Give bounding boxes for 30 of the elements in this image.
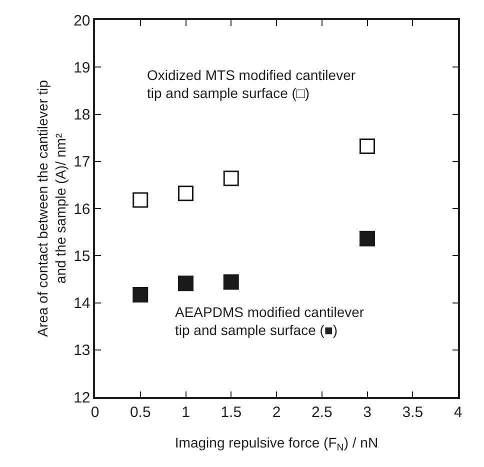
x-tick-label: 4 xyxy=(454,404,462,421)
x-tick-label: 3.5 xyxy=(402,404,424,421)
point xyxy=(178,186,194,202)
y-tick-label: 15 xyxy=(74,248,90,265)
point xyxy=(132,192,148,208)
x-tick-label: 0 xyxy=(90,404,100,421)
point xyxy=(223,274,239,290)
x-tick-label: 3 xyxy=(363,404,372,421)
point xyxy=(360,230,375,246)
annotation: Oxidized MTS modified cantilever tip and sample surface (□) xyxy=(147,67,356,102)
x-tick-label: 0.5 xyxy=(130,404,151,421)
x-tick-label: 2.5 xyxy=(311,404,332,421)
x-axis-title: Imaging repulsive force (F$_{N}$) / nN xyxy=(174,434,378,454)
point xyxy=(132,286,148,302)
y-tick-label: 18 xyxy=(74,106,90,124)
y-tick-label: 16 xyxy=(74,200,90,218)
y-tick-label: 13 xyxy=(74,342,90,360)
y-tick-label: 19 xyxy=(74,59,90,76)
y-axis-title: Area of contact between the cantilever tip and the sample (A)/ nm² xyxy=(34,80,69,337)
x-tick-label: 1 xyxy=(182,404,190,421)
point xyxy=(178,276,194,292)
point xyxy=(223,170,239,186)
y-tick-label: 17 xyxy=(74,154,90,171)
y-tick-label: 12 xyxy=(74,389,90,406)
x-tick-label: 2 xyxy=(272,404,281,421)
y-tick-label: 20 xyxy=(74,12,90,30)
x-tick-label: 1.5 xyxy=(220,404,242,421)
point xyxy=(360,138,375,154)
y-tick-label: 14 xyxy=(74,295,90,312)
annotation: AEAPDMS modified cantilever tip and sample surface (■) xyxy=(175,304,364,338)
